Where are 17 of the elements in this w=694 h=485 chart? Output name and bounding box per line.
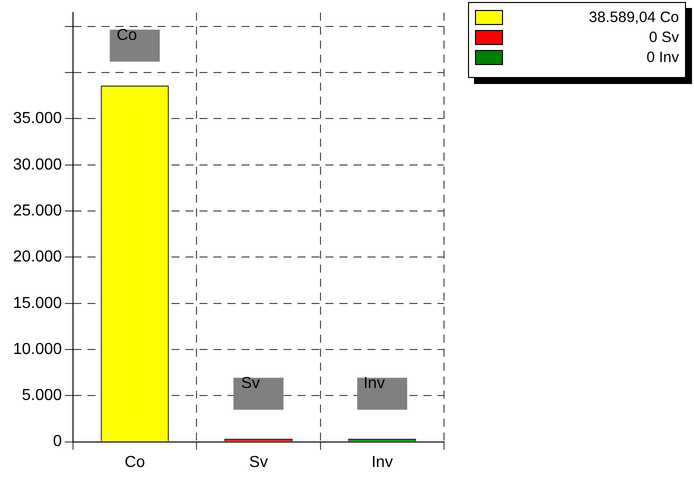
y-tick-label: 25.000 bbox=[13, 202, 62, 220]
y-tick-label: 35.000 bbox=[13, 110, 62, 128]
x-tick-label: Sv bbox=[249, 454, 268, 471]
annotation: Inv bbox=[363, 375, 385, 392]
annotation: Sv bbox=[241, 375, 260, 392]
x-tick-label: Inv bbox=[371, 454, 393, 471]
y-tick-label: 5.000 bbox=[22, 387, 62, 404]
y-tick-label: 20.000 bbox=[13, 248, 62, 266]
x-tick-label: Co bbox=[124, 454, 146, 471]
y-tick-label: 30.000 bbox=[13, 156, 62, 174]
y-tick-label: 15.000 bbox=[13, 294, 62, 312]
text: 0 Sv bbox=[648, 28, 679, 46]
annotation: Co bbox=[116, 27, 138, 44]
text: 0 Inv bbox=[646, 48, 679, 66]
text: 38.589,04 Co bbox=[588, 8, 679, 26]
y-tick-label: 10.000 bbox=[13, 340, 62, 358]
y-tick-label: 0 bbox=[53, 433, 62, 450]
